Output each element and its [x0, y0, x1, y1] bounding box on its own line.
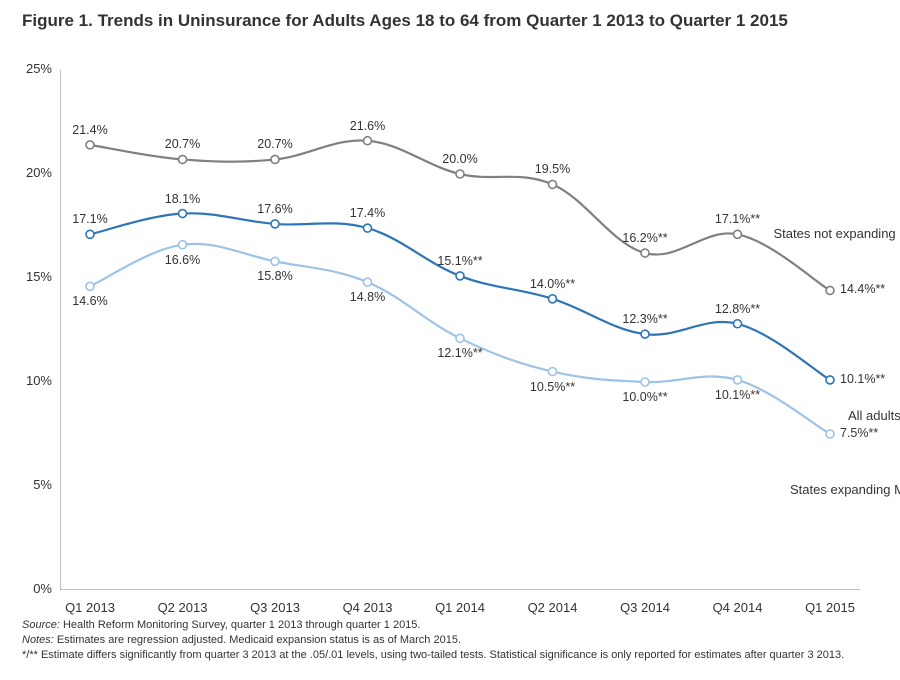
series-label: States expanding Medicaid [790, 482, 900, 497]
y-tick-label: 20% [12, 165, 52, 180]
data-point-label: 12.1%** [425, 346, 495, 360]
y-tick-label: 25% [12, 61, 52, 76]
x-tick-label: Q4 2013 [323, 600, 413, 615]
y-tick-label: 5% [12, 477, 52, 492]
data-point-label: 15.8% [240, 269, 310, 283]
data-point-label: 16.2%** [610, 231, 680, 245]
data-point-label: 10.1%** [703, 388, 773, 402]
figure-container: Figure 1. Trends in Uninsurance for Adul… [0, 0, 900, 680]
footnote-notes: Notes: Estimates are regression adjusted… [22, 633, 870, 648]
x-tick-label: Q2 2014 [508, 600, 598, 615]
data-point-label: 16.6% [148, 253, 218, 267]
data-point-label: 10.0%** [610, 390, 680, 404]
source-label: Source: [22, 619, 60, 631]
data-point-label: 21.4% [55, 123, 125, 137]
data-point-label: 15.1%** [425, 254, 495, 268]
data-point-label: 17.6% [240, 202, 310, 216]
data-point-label: 12.8%** [703, 302, 773, 316]
data-point-label: 10.1%** [840, 372, 900, 386]
series-label: All adults [848, 408, 900, 423]
x-tick-label: Q1 2015 [785, 600, 875, 615]
data-point-label: 14.0%** [518, 277, 588, 291]
series-label: States not expanding Medicaid [774, 226, 900, 241]
data-point-label: 20.7% [148, 137, 218, 151]
data-point-label: 17.4% [333, 206, 403, 220]
y-tick-label: 10% [12, 373, 52, 388]
footnotes: Source: Health Reform Monitoring Survey,… [22, 618, 870, 663]
data-point-label: 20.0% [425, 152, 495, 166]
data-point-label: 18.1% [148, 192, 218, 206]
x-tick-label: Q2 2013 [138, 600, 228, 615]
data-point-label: 17.1%** [703, 212, 773, 226]
figure-title: Figure 1. Trends in Uninsurance for Adul… [22, 10, 870, 31]
data-point-label: 7.5%** [840, 426, 900, 440]
data-point-label: 12.3%** [610, 312, 680, 326]
data-point-label: 10.5%** [518, 380, 588, 394]
x-tick-label: Q4 2014 [693, 600, 783, 615]
data-point-label: 14.4%** [840, 282, 900, 296]
data-point-label: 20.7% [240, 137, 310, 151]
y-tick-label: 15% [12, 269, 52, 284]
notes-label: Notes: [22, 634, 54, 646]
notes-text: Estimates are regression adjusted. Medic… [54, 634, 461, 646]
footnote-significance: */** Estimate differs significantly from… [22, 648, 870, 663]
x-tick-label: Q1 2014 [415, 600, 505, 615]
footnote-source: Source: Health Reform Monitoring Survey,… [22, 618, 870, 633]
x-tick-label: Q3 2013 [230, 600, 320, 615]
source-text: Health Reform Monitoring Survey, quarter… [60, 619, 421, 631]
data-point-label: 14.8% [333, 290, 403, 304]
data-point-label: 17.1% [55, 212, 125, 226]
x-tick-label: Q1 2013 [45, 600, 135, 615]
chart-plot-area: 0%5%10%15%20%25%Q1 2013Q2 2013Q3 2013Q4 … [60, 70, 860, 590]
data-point-label: 21.6% [333, 119, 403, 133]
x-tick-label: Q3 2014 [600, 600, 690, 615]
data-point-label: 19.5% [518, 162, 588, 176]
data-point-label: 14.6% [55, 294, 125, 308]
y-tick-label: 0% [12, 581, 52, 596]
